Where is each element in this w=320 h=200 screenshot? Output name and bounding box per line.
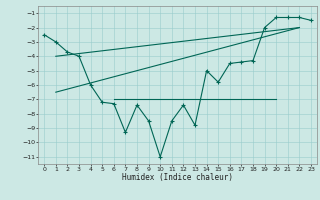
X-axis label: Humidex (Indice chaleur): Humidex (Indice chaleur) xyxy=(122,173,233,182)
